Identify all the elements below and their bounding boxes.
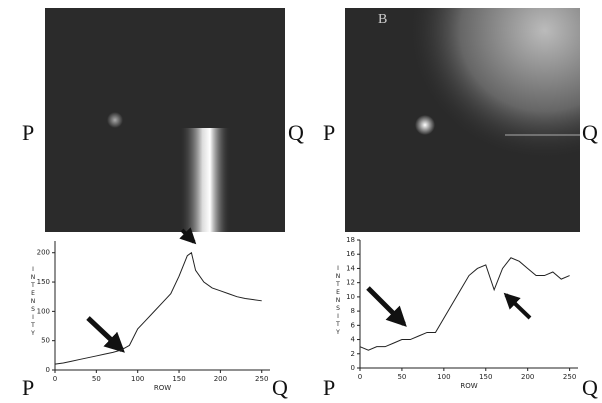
endpoint-label: Q [582,375,598,400]
x-axis-label: ROW [460,382,477,390]
y-tick-label: 200 [37,249,50,257]
y-tick-label: 12 [346,279,355,287]
y-tick-label: 150 [37,278,50,286]
x-tick-label: 250 [255,375,268,383]
data-line [359,257,570,351]
x-tick-label: 250 [563,373,576,381]
y-tick-label: 4 [351,336,356,344]
y-tick-label: 10 [346,293,355,301]
y-axis-label: INTENSITY [30,266,37,338]
x-tick-label: 150 [479,373,492,381]
y-tick-label: 2 [351,350,355,358]
x-tick-label: 200 [214,375,227,383]
y-tick-label: 8 [351,307,355,315]
y-tick-label: 0 [351,364,355,372]
y-tick-label: 100 [37,307,50,315]
x-tick-label: 50 [397,373,406,381]
y-tick-label: 6 [351,321,356,329]
y-tick-label: 14 [346,264,355,272]
y-tick-label: 16 [346,250,355,258]
arrows [86,227,532,353]
x-tick-label: 100 [131,375,144,383]
x-tick-label: 0 [358,373,362,381]
x-tick-label: 200 [521,373,534,381]
x-tick-label: 100 [437,373,450,381]
endpoint-label: Q [288,120,304,145]
y-tick-label: 50 [41,337,50,345]
endpoint-label: P [323,375,335,400]
x-axis-label: ROW [154,384,171,392]
image-right [345,8,580,232]
y-tick-label: 0 [46,366,50,374]
x-tick-label: 150 [172,375,185,383]
y-tick-label: 18 [346,236,355,244]
x-tick-label: 50 [92,375,101,383]
data-line [54,251,262,365]
x-tick-label: 0 [53,375,57,383]
endpoint-label: Q [272,375,288,400]
panel-label: B [378,12,387,27]
y-axis-label: INTENSITY [335,265,342,337]
image-left [45,8,285,232]
endpoint-label: P [323,120,335,145]
endpoint-label: P [22,375,34,400]
endpoint-label: P [22,120,34,145]
endpoint-label: Q [582,120,598,145]
